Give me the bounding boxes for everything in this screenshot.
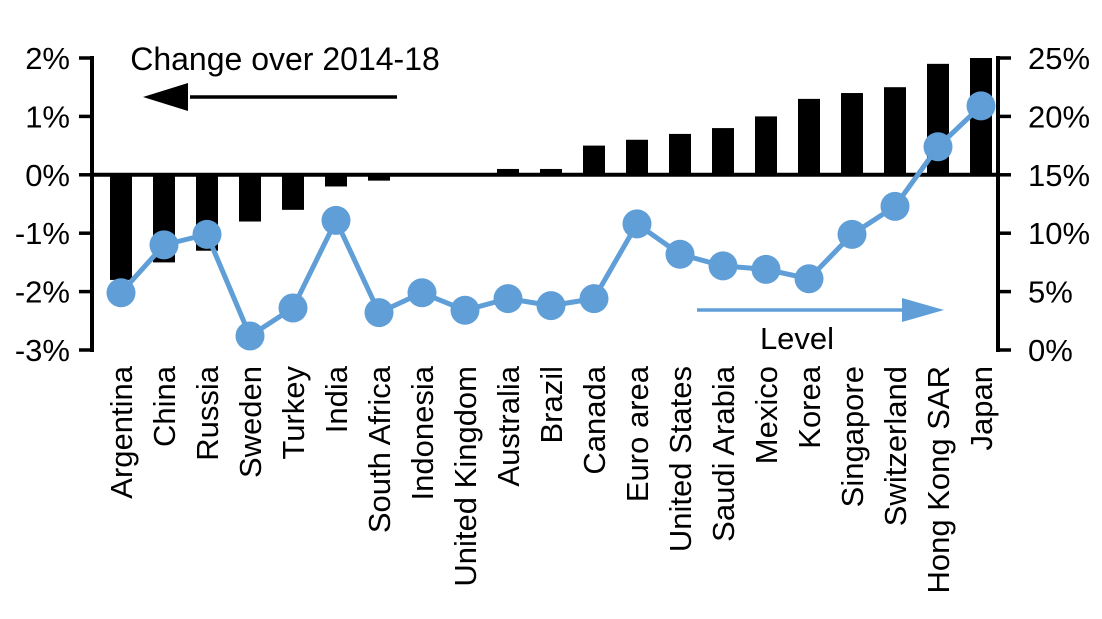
category-label-saudi-arabia: Saudi Arabia bbox=[706, 365, 741, 542]
left-axis-tick-label: 0% bbox=[25, 158, 70, 193]
bar-korea bbox=[798, 98, 820, 175]
annotation-level: Level bbox=[697, 298, 944, 356]
point-mexico bbox=[751, 254, 781, 284]
right-axis-tick-label: 15% bbox=[1028, 158, 1090, 193]
left-arrow-icon bbox=[143, 83, 397, 111]
point-russia bbox=[192, 219, 222, 249]
bar-argentina bbox=[110, 174, 132, 280]
point-euro-area bbox=[622, 209, 652, 239]
bar-sweden bbox=[239, 174, 261, 222]
left-axis-tick-label: 1% bbox=[25, 99, 70, 134]
category-label-australia: Australia bbox=[491, 365, 526, 486]
point-india bbox=[321, 205, 351, 235]
bar-canada bbox=[583, 145, 605, 175]
category-label-china: China bbox=[147, 365, 182, 447]
category-label-indonesia: Indonesia bbox=[405, 365, 440, 500]
bar-turkey bbox=[282, 174, 304, 210]
category-label-south-africa: South Africa bbox=[362, 365, 397, 533]
annotation-change: Change over 2014-18 bbox=[130, 41, 440, 111]
bar-australia bbox=[497, 168, 519, 175]
bar-series-label: Change over 2014-18 bbox=[130, 41, 440, 77]
category-label-euro-area: Euro area bbox=[620, 365, 655, 502]
right-axis-tick-label: 25% bbox=[1028, 41, 1090, 76]
point-turkey bbox=[278, 293, 308, 323]
category-label-russia: Russia bbox=[190, 365, 225, 461]
category-label-argentina: Argentina bbox=[104, 365, 139, 498]
bar-saudi-arabia bbox=[712, 128, 734, 175]
point-switzerland bbox=[880, 191, 910, 221]
bar-united-states bbox=[669, 133, 691, 175]
point-china bbox=[149, 230, 179, 260]
category-label-singapore: Singapore bbox=[835, 366, 870, 507]
category-label-brazil: Brazil bbox=[534, 366, 569, 444]
bar-series-layer bbox=[110, 58, 992, 280]
category-label-japan: Japan bbox=[964, 366, 999, 450]
bar-south-africa bbox=[368, 174, 390, 181]
category-label-india: India bbox=[319, 365, 354, 433]
point-sweden bbox=[235, 321, 265, 351]
point-indonesia bbox=[407, 278, 437, 308]
point-south-africa bbox=[364, 298, 394, 328]
point-australia bbox=[493, 284, 523, 314]
category-label-sweden: Sweden bbox=[233, 366, 268, 478]
bar-mexico bbox=[755, 116, 777, 175]
point-singapore bbox=[837, 219, 867, 249]
right-arrow-icon bbox=[697, 298, 944, 322]
category-label-hong-kong-sar: Hong Kong SAR bbox=[921, 366, 956, 593]
point-saudi-arabia bbox=[708, 251, 738, 281]
point-united-states bbox=[665, 239, 695, 269]
category-label-united-kingdom: United Kingdom bbox=[448, 366, 483, 587]
left-axis-tick-label: -1% bbox=[15, 216, 70, 251]
bar-euro-area bbox=[626, 139, 648, 175]
point-argentina bbox=[106, 278, 136, 308]
right-axis-tick-label: 0% bbox=[1028, 333, 1073, 368]
category-label-switzerland: Switzerland bbox=[878, 366, 913, 526]
line-series-label: Level bbox=[760, 321, 834, 356]
bar-brazil bbox=[540, 168, 562, 175]
left-axis-tick-label: 2% bbox=[25, 41, 70, 76]
bar-singapore bbox=[841, 93, 863, 175]
right-axis-tick-label: 10% bbox=[1028, 216, 1090, 251]
bar-switzerland bbox=[884, 87, 906, 175]
bar-india bbox=[325, 174, 347, 187]
point-united-kingdom bbox=[450, 295, 480, 325]
category-label-korea: Korea bbox=[792, 365, 827, 448]
point-brazil bbox=[536, 291, 566, 321]
point-japan bbox=[966, 91, 996, 121]
right-axis-tick-label: 20% bbox=[1028, 99, 1090, 134]
category-label-turkey: Turkey bbox=[276, 366, 311, 460]
point-korea bbox=[794, 264, 824, 294]
point-canada bbox=[579, 284, 609, 314]
left-axis-tick-label: -2% bbox=[15, 275, 70, 310]
category-axis-labels: Argentina China Russia Sweden Turkey India Sou… bbox=[104, 365, 999, 593]
left-axis-tick-label: -3% bbox=[15, 333, 70, 368]
category-label-united-states: United States bbox=[663, 366, 698, 552]
category-label-canada: Canada bbox=[577, 365, 612, 474]
point-hong-kong-sar bbox=[923, 132, 953, 162]
right-axis-tick-label: 5% bbox=[1028, 275, 1073, 310]
category-label-mexico: Mexico bbox=[749, 366, 784, 464]
line-series-layer bbox=[106, 91, 996, 351]
